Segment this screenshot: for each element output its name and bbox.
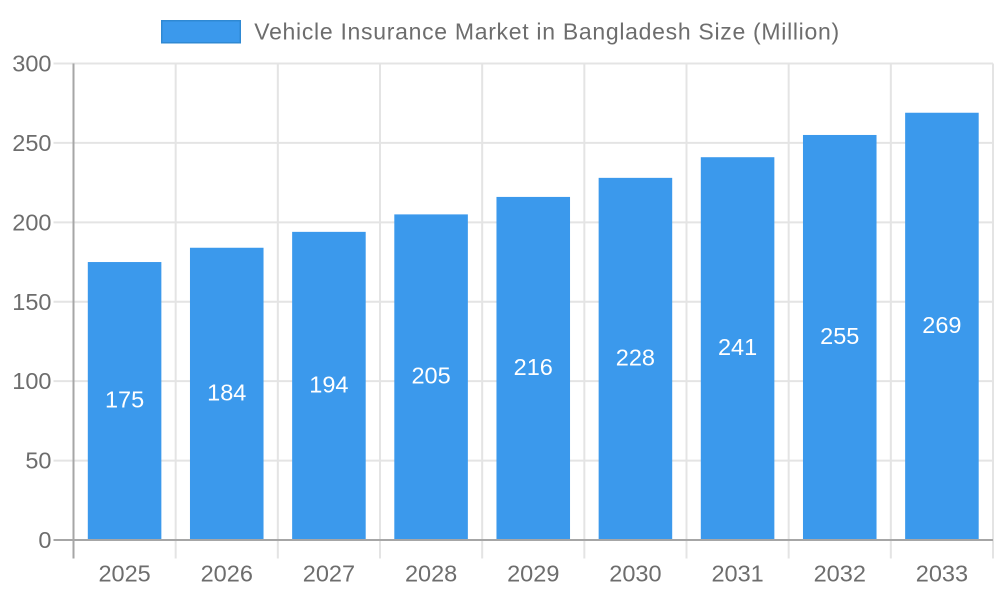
svg-text:175: 175 [105,387,144,413]
svg-text:2026: 2026 [201,561,253,587]
svg-text:241: 241 [718,334,757,360]
svg-text:228: 228 [616,344,655,370]
svg-text:2025: 2025 [98,561,150,587]
svg-text:50: 50 [25,448,51,474]
svg-text:2033: 2033 [916,561,968,587]
svg-text:200: 200 [12,209,51,235]
svg-text:100: 100 [12,368,51,394]
svg-text:2029: 2029 [507,561,559,587]
svg-text:Vehicle Insurance Market in Ba: Vehicle Insurance Market in Bangladesh S… [254,19,840,45]
svg-text:2028: 2028 [405,561,457,587]
svg-text:0: 0 [38,527,51,553]
svg-text:184: 184 [207,379,246,405]
svg-text:216: 216 [514,354,553,380]
svg-text:269: 269 [922,312,961,338]
svg-text:300: 300 [12,51,51,77]
svg-text:255: 255 [820,323,859,349]
svg-text:205: 205 [411,363,450,389]
svg-text:150: 150 [12,289,51,315]
svg-text:194: 194 [309,371,348,397]
svg-text:2027: 2027 [303,561,355,587]
svg-text:250: 250 [12,130,51,156]
svg-text:2032: 2032 [814,561,866,587]
svg-text:2031: 2031 [711,561,763,587]
svg-text:2030: 2030 [609,561,661,587]
